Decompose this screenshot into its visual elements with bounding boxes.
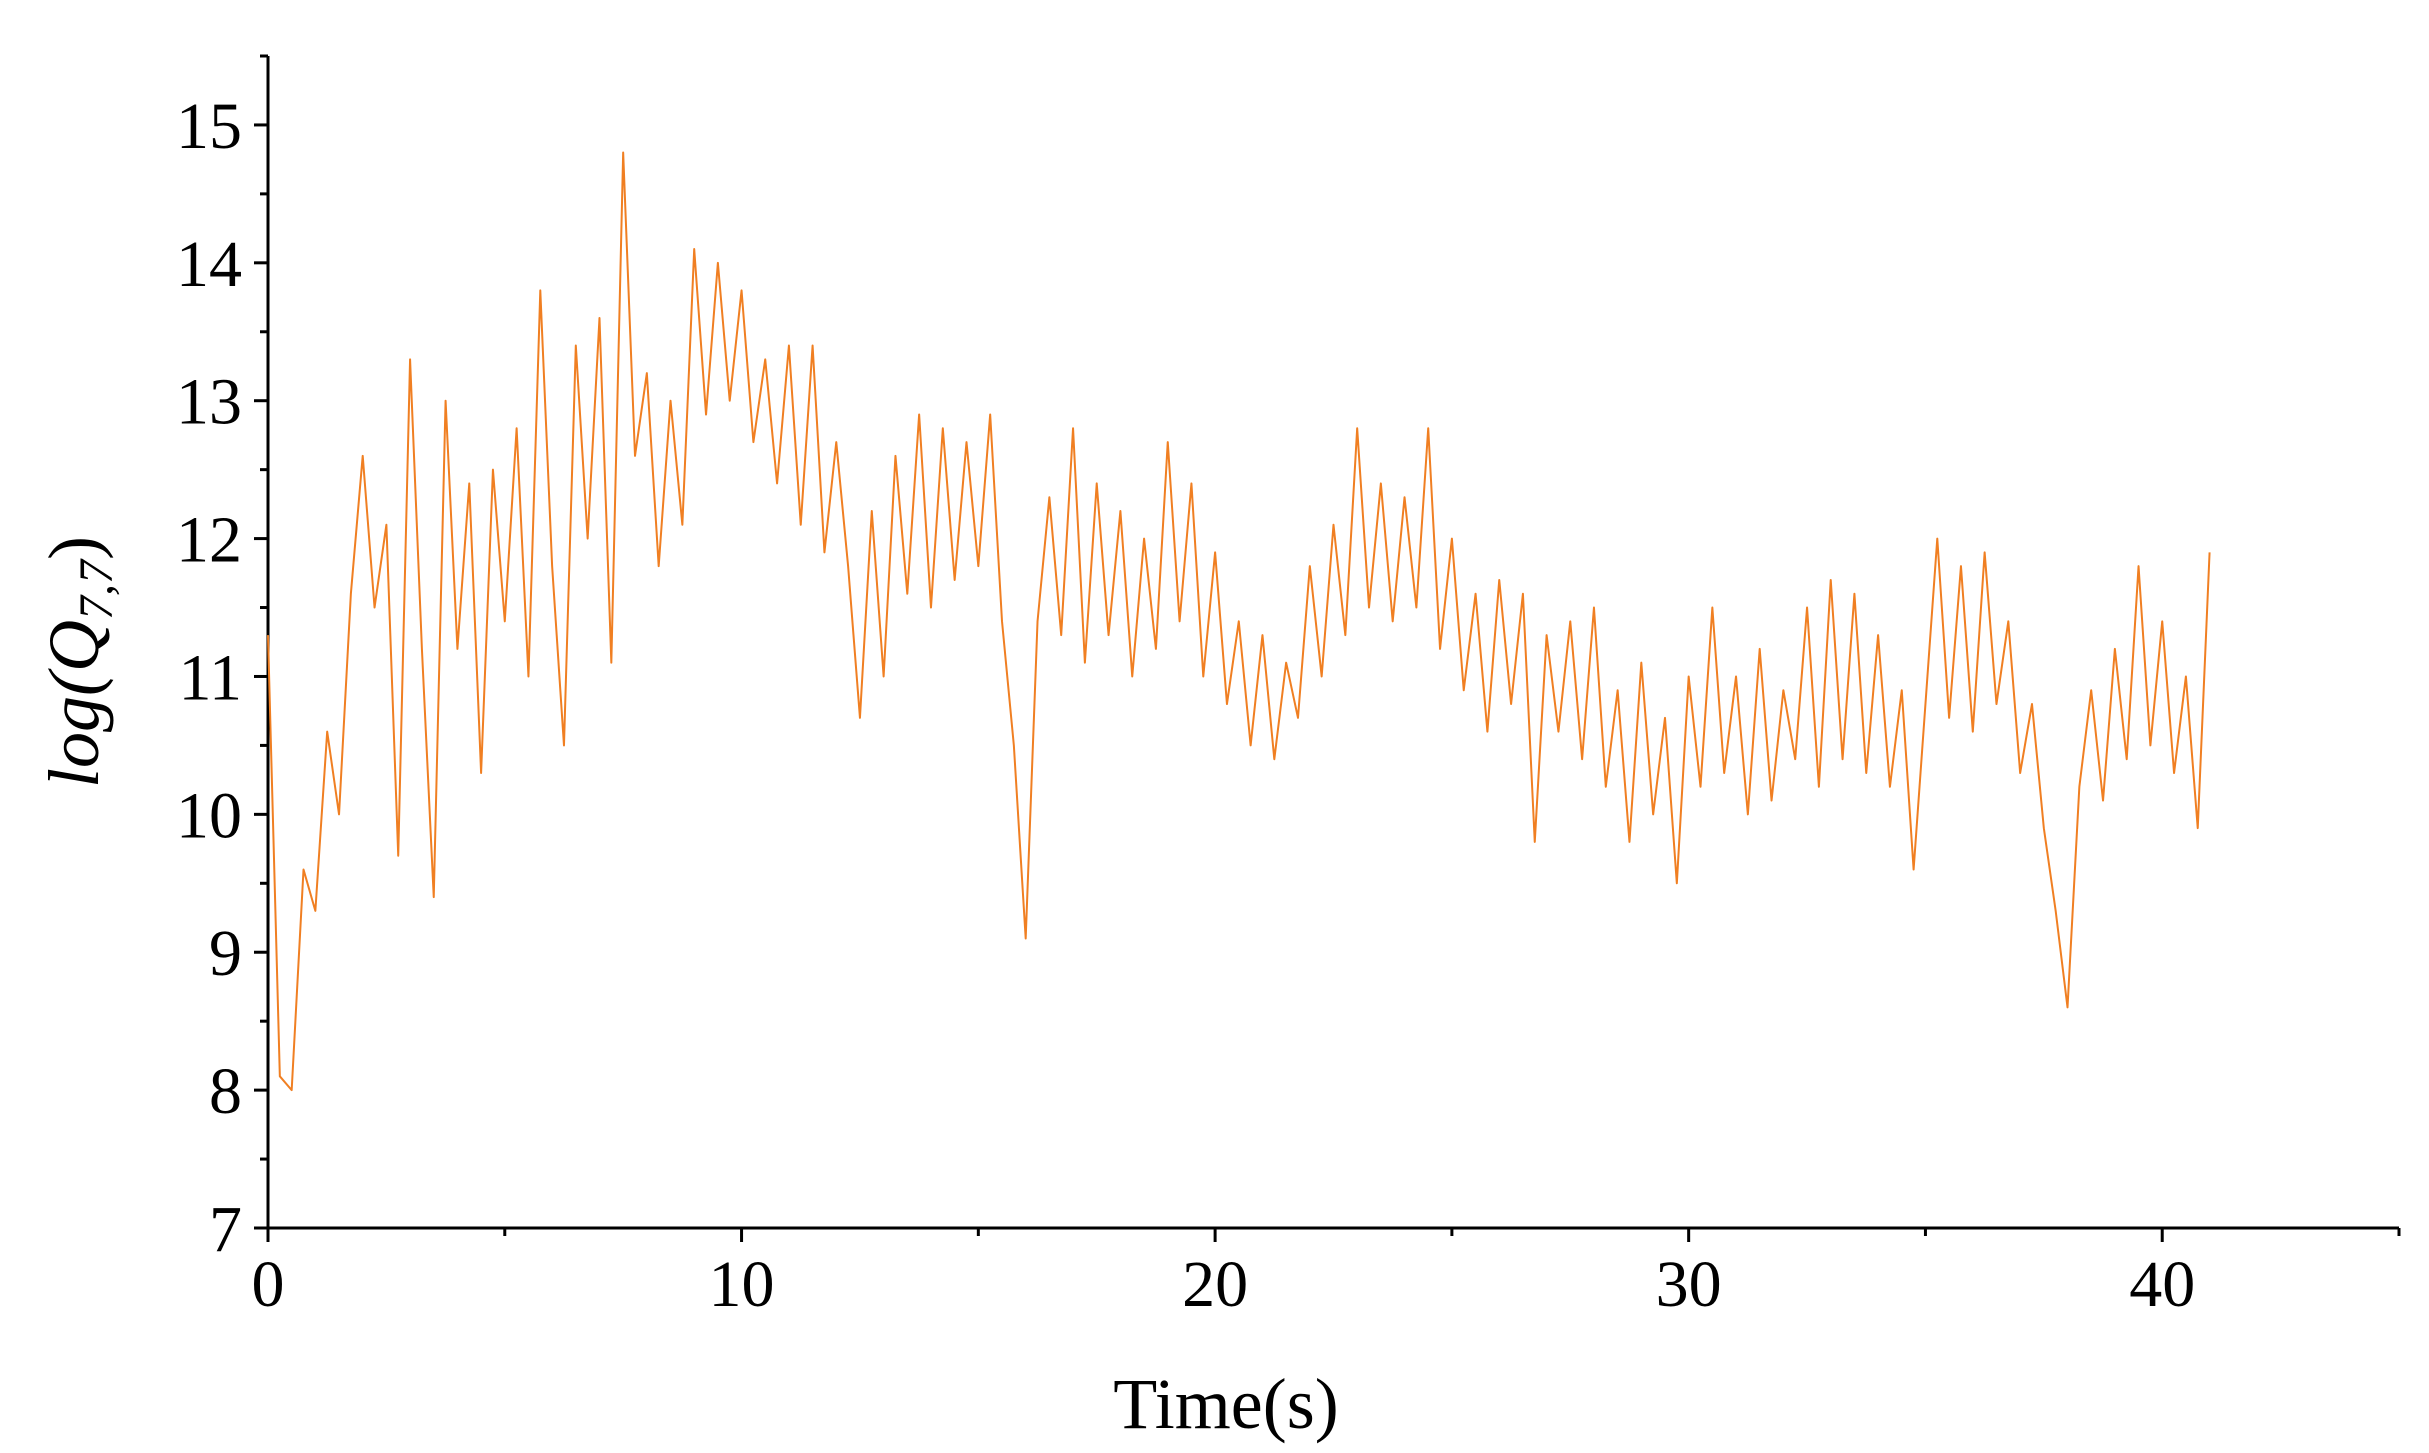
y-tick-label: 12 (176, 504, 242, 577)
y-tick-label: 8 (209, 1055, 242, 1128)
x-axis-label: Time(s) (1113, 1364, 1338, 1444)
x-tick-label: 10 (709, 1248, 775, 1321)
y-label-close: ) (34, 536, 114, 560)
data-line (267, 151, 2211, 1092)
y-label-sub: 7,7 (70, 558, 123, 620)
x-tick-label: 30 (1656, 1248, 1722, 1321)
y-tick-label: 13 (176, 366, 242, 439)
y-tick-label: 9 (209, 917, 242, 990)
y-tick-label: 14 (176, 228, 242, 301)
x-tick-label: 20 (1182, 1248, 1248, 1321)
y-tick-label: 10 (176, 779, 242, 852)
x-tick-label: 40 (2129, 1248, 2195, 1321)
y-label-main: log(Q (34, 620, 114, 788)
y-axis-label: log(Q7,7) (34, 536, 123, 788)
y-tick-label: 15 (176, 90, 242, 163)
y-tick-label: 7 (209, 1193, 242, 1266)
y-tick-label: 11 (178, 641, 242, 714)
x-tick-label: 0 (252, 1248, 285, 1321)
